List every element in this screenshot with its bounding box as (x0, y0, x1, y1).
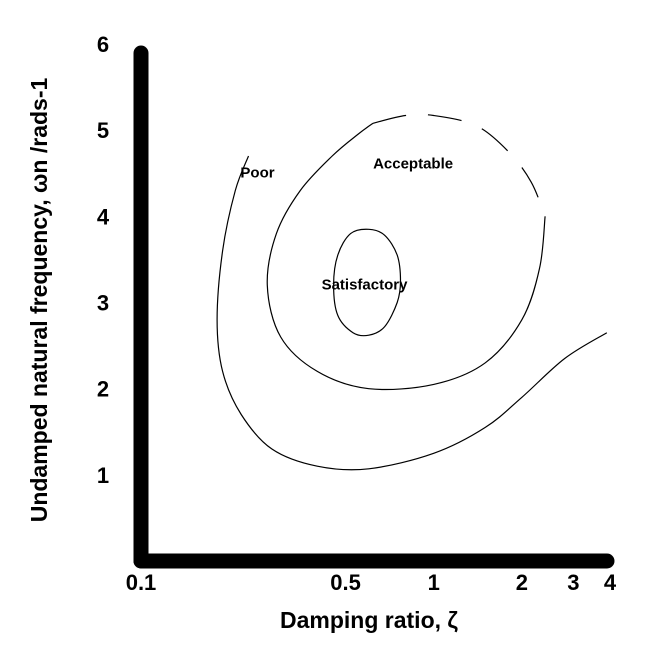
y-axis-title: Undamped natural frequency, ωn /rads-1 (26, 77, 52, 522)
x-tick-label: 3 (567, 570, 579, 595)
poor-label: Poor (240, 164, 274, 181)
x-axis-title: Damping ratio, ζ (280, 607, 458, 633)
contours-layer (216, 113, 608, 471)
satisfactory-label: Satisfactory (322, 276, 409, 293)
region-labels: Satisfactory Acceptable Poor (240, 156, 453, 294)
x-tick-labels: 0.1 0.5 1 2 3 4 (126, 570, 617, 595)
y-tick-label: 6 (97, 32, 109, 57)
x-tick-label: 1 (428, 570, 440, 595)
y-tick-label: 5 (97, 118, 109, 143)
acceptable-label: Acceptable (373, 156, 453, 173)
acceptable-boundary-dashed (372, 113, 546, 217)
x-tick-label: 0.5 (330, 570, 361, 595)
x-tick-label: 4 (604, 570, 617, 595)
y-tick-label: 4 (97, 204, 110, 229)
y-tick-label: 1 (97, 463, 109, 488)
y-tick-labels: 1 2 3 4 5 6 (97, 32, 110, 488)
y-tick-label: 2 (97, 377, 109, 402)
acceptable-boundary-solid (266, 122, 546, 391)
x-tick-label: 2 (516, 570, 528, 595)
x-tick-label: 0.1 (126, 570, 157, 595)
y-tick-label: 3 (97, 291, 109, 316)
poor-boundary (216, 155, 608, 471)
satisfactory-boundary (332, 228, 402, 337)
